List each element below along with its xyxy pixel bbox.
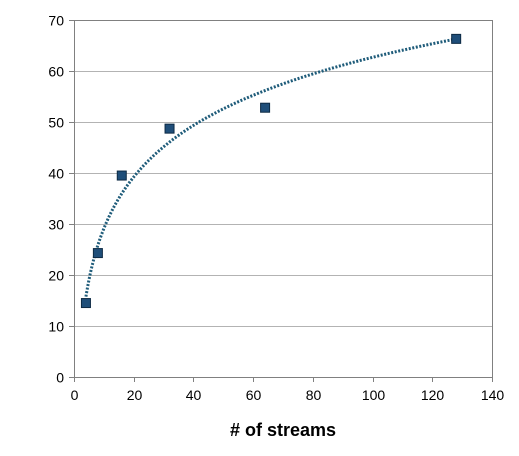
y-tick-label: 30 <box>48 217 64 233</box>
y-tick-label: 60 <box>48 64 64 80</box>
y-tick-label: 50 <box>48 115 64 131</box>
data-point-marker <box>92 248 103 259</box>
x-tick-label: 120 <box>421 387 445 403</box>
data-point-marker <box>116 170 127 181</box>
gridlines <box>74 71 492 327</box>
x-axis-title: # of streams <box>230 420 336 440</box>
y-tick-label: 0 <box>56 370 64 386</box>
plot-area-frame <box>74 20 493 378</box>
y-tick-label: 70 <box>48 13 64 29</box>
log-trendline <box>84 37 457 297</box>
y-tick-label: 40 <box>48 166 64 182</box>
x-tick-label: 60 <box>246 387 262 403</box>
x-tick-label: 140 <box>481 387 505 403</box>
x-tick-label: 100 <box>362 387 386 403</box>
trendline-layer <box>84 37 457 297</box>
x-tick-label: 0 <box>71 387 79 403</box>
x-tick-label: 40 <box>186 387 202 403</box>
y-tick-label: 10 <box>48 319 64 335</box>
data-point-marker <box>80 298 91 309</box>
y-tick-label: 20 <box>48 268 64 284</box>
data-point-marker <box>260 102 271 113</box>
data-point-marker <box>451 33 462 44</box>
axes: 0 10 20 30 40 50 60 70 0 20 40 60 80 100 120 140 <box>48 13 504 404</box>
x-tick-label: 80 <box>306 387 322 403</box>
x-tick-label: 20 <box>127 387 143 403</box>
data-point-marker <box>164 123 175 134</box>
data-markers <box>80 33 462 309</box>
